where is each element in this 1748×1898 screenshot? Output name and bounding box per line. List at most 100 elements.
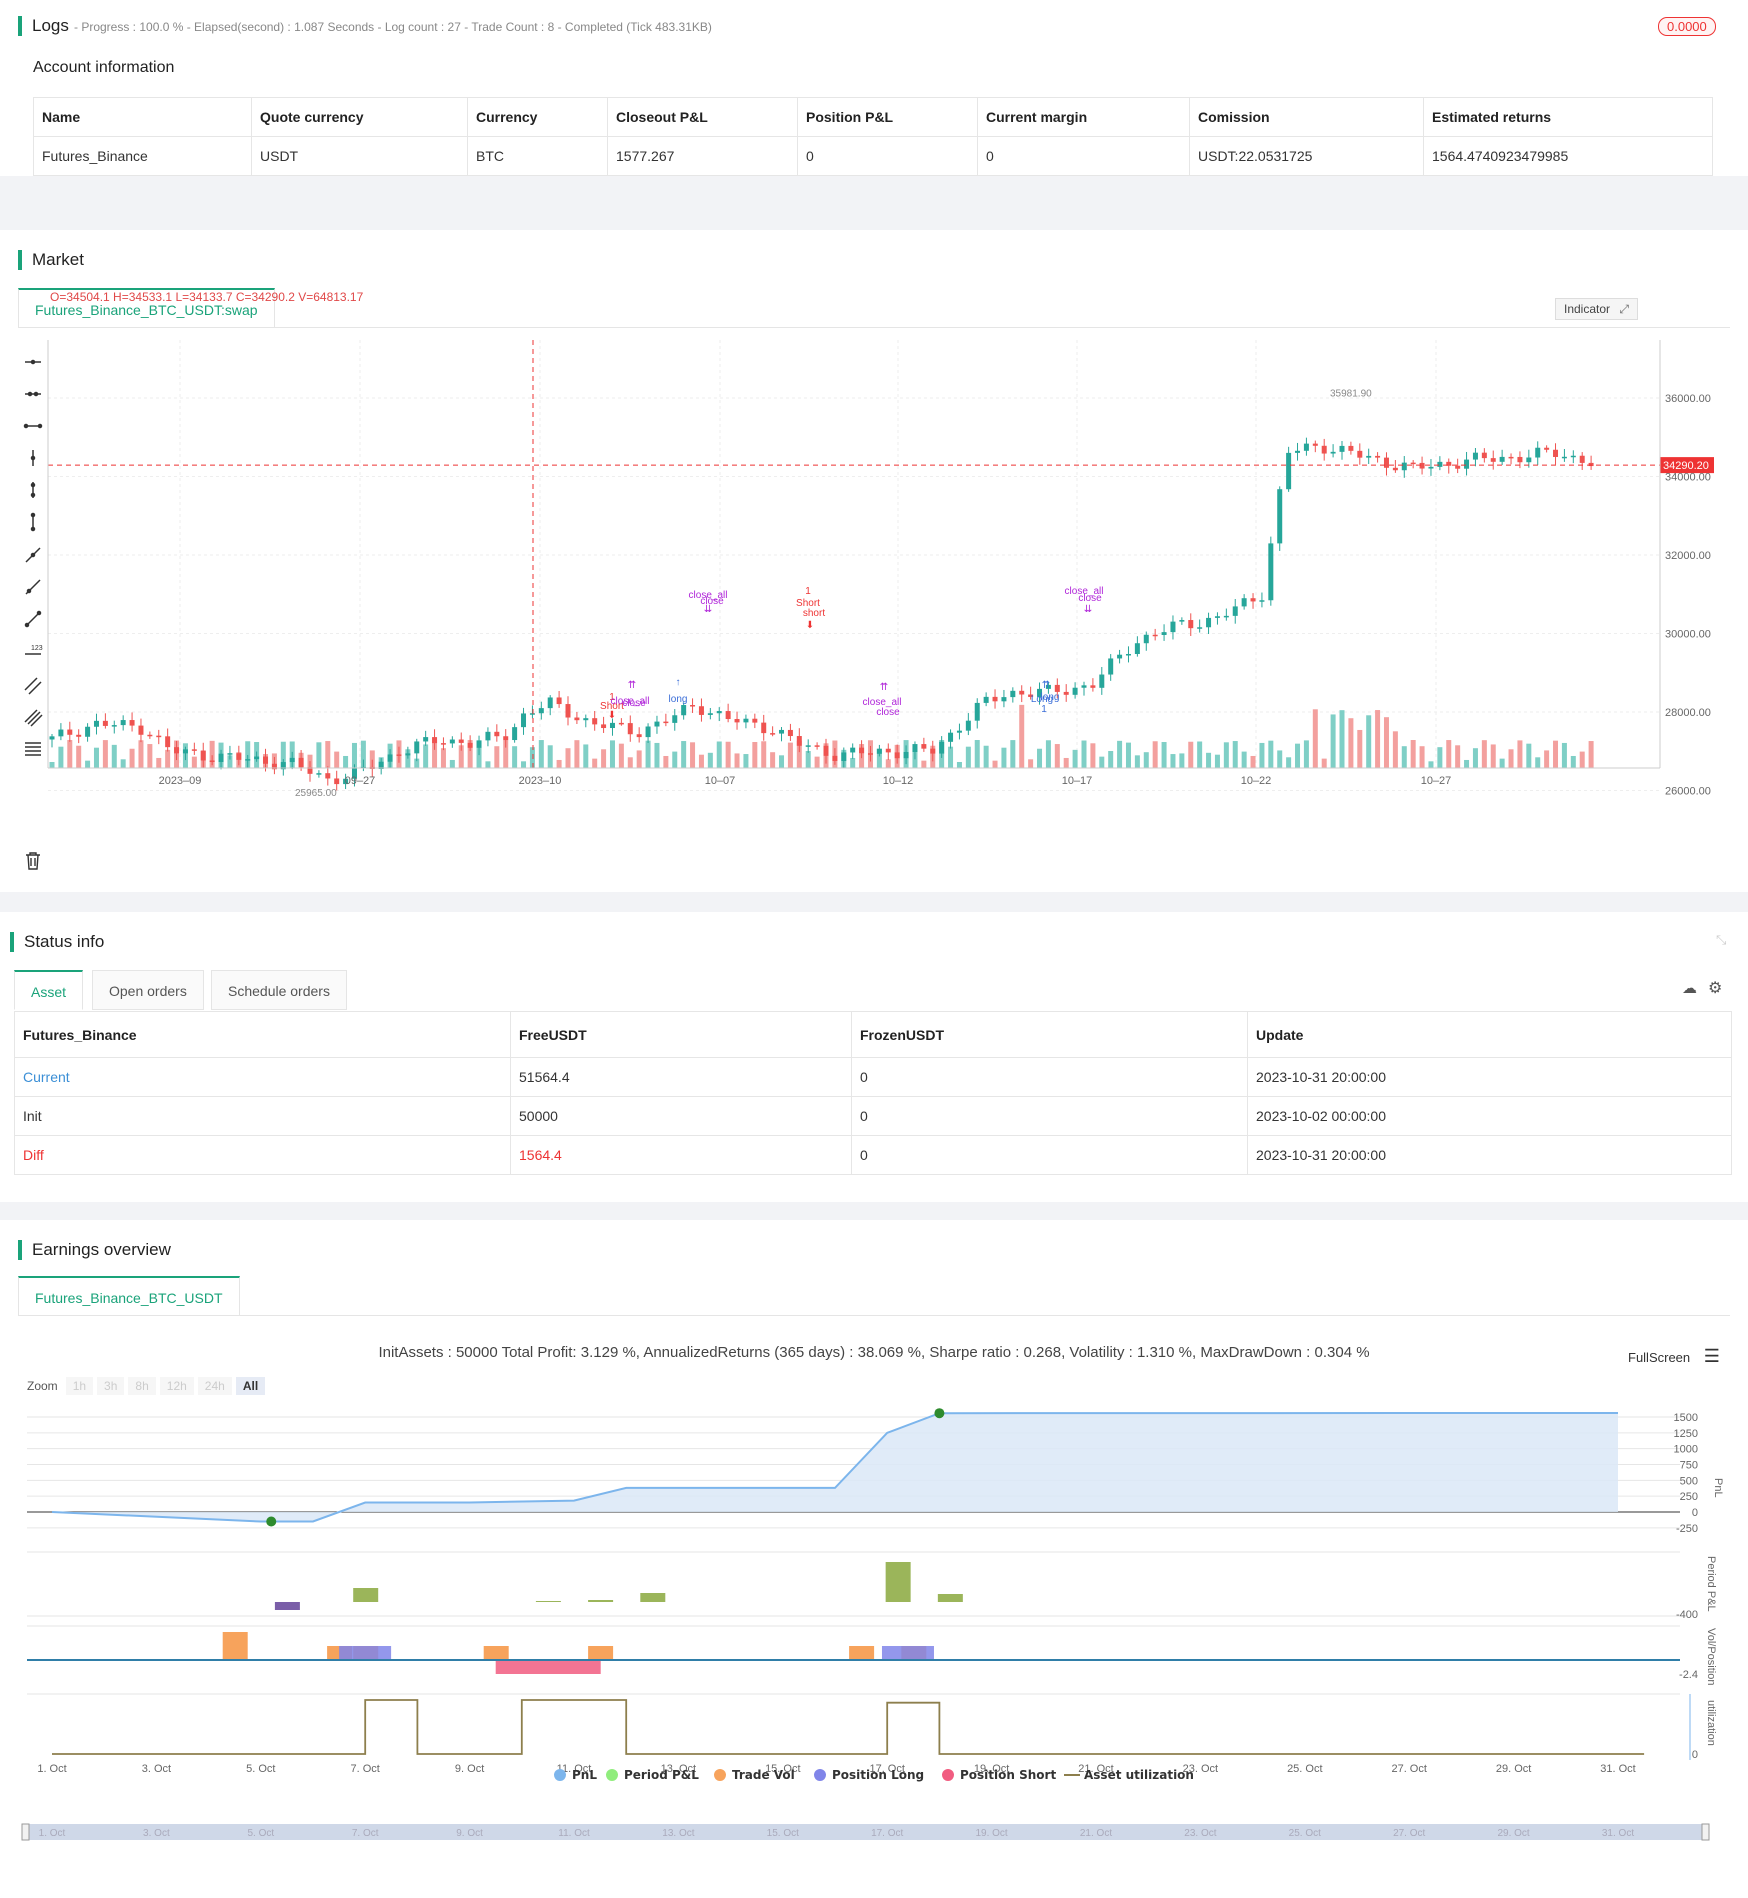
zoom-3h-button[interactable]: 3h bbox=[97, 1377, 125, 1395]
tab-asset[interactable]: Asset bbox=[14, 970, 84, 1010]
candle-body bbox=[1499, 456, 1505, 462]
long-label: long bbox=[669, 694, 688, 705]
volume-bar bbox=[1535, 757, 1541, 768]
long-label: long bbox=[1041, 692, 1060, 703]
indicator-button[interactable]: Indicator ⤢ bbox=[1555, 298, 1638, 320]
vertical-ray-icon[interactable] bbox=[30, 512, 36, 532]
candlestick-chart[interactable]: 34290.2035981.9025965.001Short⬇⇈close_al… bbox=[0, 340, 1748, 860]
legend-label: Position Short bbox=[960, 1768, 1056, 1782]
navigator-handle-right[interactable] bbox=[1701, 1823, 1710, 1841]
legend-item-period-p-l[interactable]: Period P&L bbox=[606, 1768, 699, 1782]
candle-body bbox=[698, 706, 704, 715]
volume-bar bbox=[360, 740, 366, 768]
volume-bar bbox=[618, 743, 624, 768]
candle-body bbox=[1446, 461, 1452, 466]
col-header: Futures_Binance bbox=[14, 1011, 511, 1058]
navigator-tick: 15. Oct bbox=[767, 1828, 799, 1839]
candle-body bbox=[307, 767, 313, 774]
pitchfork-icon[interactable] bbox=[24, 709, 43, 727]
vertical-line-icon[interactable] bbox=[30, 450, 36, 466]
date-tick: 19. Oct bbox=[974, 1763, 1009, 1775]
fib-lines-icon[interactable] bbox=[25, 742, 41, 756]
trend-segment-icon[interactable] bbox=[25, 579, 41, 595]
zoom-1h-button[interactable]: 1h bbox=[65, 1377, 94, 1395]
drawdown-marker bbox=[266, 1516, 277, 1527]
volume-bar bbox=[369, 750, 375, 768]
gear-icon[interactable]: ⚙ bbox=[1708, 980, 1723, 997]
fullscreen-button[interactable]: FullScreen ☰ bbox=[1628, 1346, 1720, 1367]
legend-label: Trade Vol bbox=[732, 1768, 795, 1782]
legend-marker bbox=[606, 1769, 618, 1781]
tab-market-symbol[interactable]: Futures_Binance_BTC_USDT:swap bbox=[18, 288, 275, 328]
trend-line-icon[interactable] bbox=[25, 547, 41, 563]
volume-bar bbox=[1303, 740, 1309, 768]
volume-bar bbox=[627, 757, 633, 768]
vertical-segment-icon[interactable] bbox=[30, 482, 36, 498]
price-label-icon[interactable]: 123 bbox=[25, 645, 43, 655]
ray-icon[interactable] bbox=[24, 610, 42, 628]
trash-icon[interactable] bbox=[22, 850, 44, 872]
candle-body bbox=[263, 756, 269, 764]
cell: 2023-10-31 20:00:00 bbox=[1247, 1135, 1732, 1175]
volume-bar bbox=[58, 746, 64, 768]
asset-utilization-line bbox=[52, 1699, 1645, 1755]
candle-body bbox=[280, 762, 286, 770]
horizontal-ray-icon[interactable] bbox=[25, 359, 41, 365]
candle-body bbox=[467, 742, 473, 748]
candle-body bbox=[1321, 445, 1327, 454]
earnings-chart[interactable]: 1500 1250 1000 750 500 250 0 -250 PnL -400 Period … bbox=[0, 1402, 1748, 1862]
candle-body bbox=[1437, 461, 1443, 467]
zoom-8h-button[interactable]: 8h bbox=[128, 1377, 156, 1395]
tab-earnings-symbol[interactable]: Futures_Binance_BTC_USDT bbox=[18, 1276, 240, 1316]
zoom-all-button[interactable]: All bbox=[235, 1377, 266, 1395]
row-label-diff: Diff bbox=[14, 1135, 511, 1175]
volume-bar bbox=[325, 741, 331, 768]
volume-bar bbox=[956, 761, 962, 768]
navigator-tick: 3. Oct bbox=[143, 1828, 170, 1839]
candle-body bbox=[1472, 452, 1478, 460]
legend-item-pnl[interactable]: PnL bbox=[554, 1768, 597, 1782]
parallel-channel-icon[interactable] bbox=[24, 677, 42, 695]
candle-body bbox=[1001, 697, 1007, 702]
extended-line-icon[interactable] bbox=[23, 423, 43, 429]
period-pnl-bar bbox=[353, 1588, 379, 1602]
candle-body bbox=[1579, 455, 1585, 463]
volume-bar bbox=[787, 742, 793, 768]
horizontal-line-icon[interactable] bbox=[25, 391, 41, 397]
collapse-icon[interactable]: ⤡ bbox=[1716, 932, 1727, 947]
volume-bar bbox=[592, 758, 598, 768]
candle-body bbox=[440, 743, 446, 745]
date-tick: 10–12 bbox=[883, 775, 914, 787]
volume-bar bbox=[1117, 740, 1123, 768]
candle-body bbox=[120, 720, 126, 726]
candle-body bbox=[1072, 687, 1078, 695]
date-tick: 1. Oct bbox=[37, 1763, 66, 1775]
long-arrow-icon: ↑ bbox=[676, 677, 681, 688]
tab-open-orders[interactable]: Open orders bbox=[92, 970, 204, 1010]
candle-body bbox=[859, 747, 865, 754]
candle-body bbox=[1268, 543, 1274, 601]
navigator-handle-left[interactable] bbox=[21, 1823, 30, 1841]
volume-bar bbox=[1099, 756, 1105, 768]
legend-item-position-long[interactable]: Position Long bbox=[814, 1768, 924, 1782]
volume-bar bbox=[1045, 740, 1051, 768]
legend-item-position-short[interactable]: Position Short bbox=[942, 1768, 1056, 1782]
zoom-24h-button[interactable]: 24h bbox=[197, 1377, 232, 1395]
candle-body bbox=[761, 722, 767, 734]
candle-body bbox=[663, 721, 669, 724]
volume-bar bbox=[1152, 741, 1158, 768]
cloud-download-icon[interactable]: ☁ bbox=[1682, 980, 1697, 997]
volume-bar bbox=[67, 740, 73, 768]
volume-bar bbox=[725, 741, 731, 768]
candle-body bbox=[1410, 462, 1416, 465]
legend-item-asset-utilization[interactable]: Asset utilization bbox=[1064, 1768, 1194, 1782]
period-pnl-bar bbox=[535, 1601, 561, 1602]
tab-schedule-orders[interactable]: Schedule orders bbox=[211, 970, 347, 1010]
cell: Futures_Binance bbox=[33, 136, 252, 176]
zoom-12h-button[interactable]: 12h bbox=[159, 1377, 194, 1395]
legend[interactable]: PnL Period P&L Trade Vol Position Long Posit… bbox=[554, 1768, 1194, 1782]
navigator-tick: 19. Oct bbox=[975, 1828, 1007, 1839]
volume-bar bbox=[734, 753, 740, 768]
candle-body bbox=[1561, 456, 1567, 459]
legend-item-trade-vol[interactable]: Trade Vol bbox=[714, 1768, 795, 1782]
